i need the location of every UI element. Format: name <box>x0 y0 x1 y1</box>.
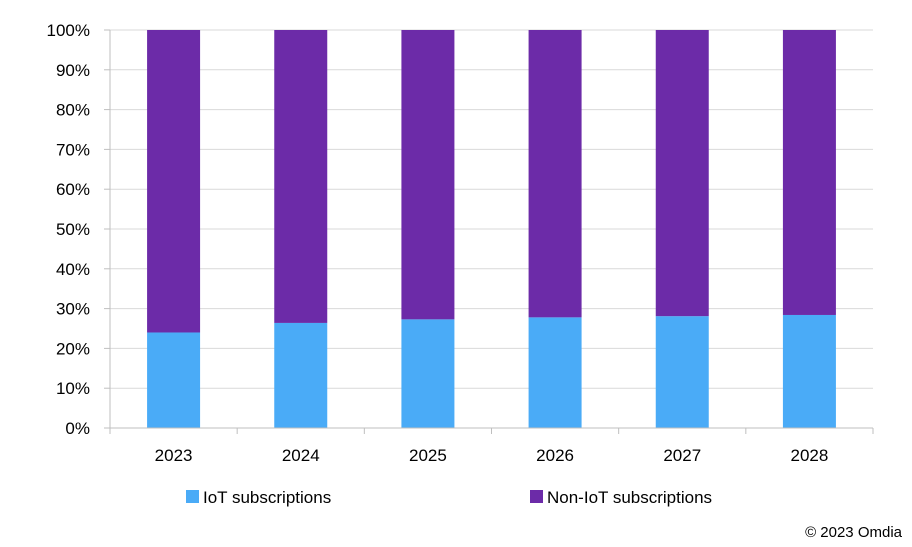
bar-iot-subscriptions-2028 <box>782 314 836 428</box>
y-tick-label: 50% <box>56 220 90 239</box>
y-tick-label: 80% <box>56 101 90 120</box>
y-tick-label: 90% <box>56 61 90 80</box>
x-tick-label: 2023 <box>155 446 193 465</box>
x-tick-label: 2027 <box>663 446 701 465</box>
legend: IoT subscriptions Non-IoT subscriptions <box>186 488 712 507</box>
bar-iot-subscriptions-2024 <box>274 322 328 428</box>
bar-non-iot-subscriptions-2024 <box>274 30 328 323</box>
axes <box>104 29 874 434</box>
x-tick-label: 2026 <box>536 446 574 465</box>
y-tick-label: 30% <box>56 300 90 319</box>
legend-label: IoT subscriptions <box>203 488 331 507</box>
bar-iot-subscriptions-2026 <box>528 317 582 428</box>
bar-non-iot-subscriptions-2028 <box>782 30 836 315</box>
x-tick-label: 2025 <box>409 446 447 465</box>
x-tick-label: 2028 <box>791 446 829 465</box>
y-tick-label: 100% <box>47 21 90 40</box>
y-tick-label: 0% <box>65 419 90 438</box>
copyright-credit: © 2023 Omdia <box>805 524 902 541</box>
y-tick-label: 70% <box>56 140 90 159</box>
y-axis-tick-labels: 0% 10% 20% 30% 40% 50% 60% 70% 80% 90% 100% <box>47 21 90 438</box>
bars <box>147 30 836 428</box>
legend-item-non-iot-subscriptions: Non-IoT subscriptions <box>530 488 712 507</box>
legend-swatch <box>186 490 199 503</box>
legend-item-iot-subscriptions: IoT subscriptions <box>186 488 331 507</box>
y-tick-label: 10% <box>56 379 90 398</box>
bar-iot-subscriptions-2023 <box>147 332 201 428</box>
x-axis-tick-labels: 2023 2024 2025 2026 2027 2028 <box>155 446 829 465</box>
bar-iot-subscriptions-2025 <box>401 319 455 428</box>
y-tick-label: 60% <box>56 180 90 199</box>
bar-iot-subscriptions-2027 <box>655 316 709 428</box>
bar-non-iot-subscriptions-2025 <box>401 30 455 320</box>
legend-label: Non-IoT subscriptions <box>547 488 712 507</box>
bar-non-iot-subscriptions-2023 <box>147 30 201 333</box>
bar-non-iot-subscriptions-2026 <box>528 30 582 318</box>
y-tick-label: 20% <box>56 339 90 358</box>
y-tick-label: 40% <box>56 260 90 279</box>
bar-non-iot-subscriptions-2027 <box>655 30 709 317</box>
x-tick-label: 2024 <box>282 446 320 465</box>
legend-swatch <box>530 490 543 503</box>
gridlines <box>110 29 873 389</box>
